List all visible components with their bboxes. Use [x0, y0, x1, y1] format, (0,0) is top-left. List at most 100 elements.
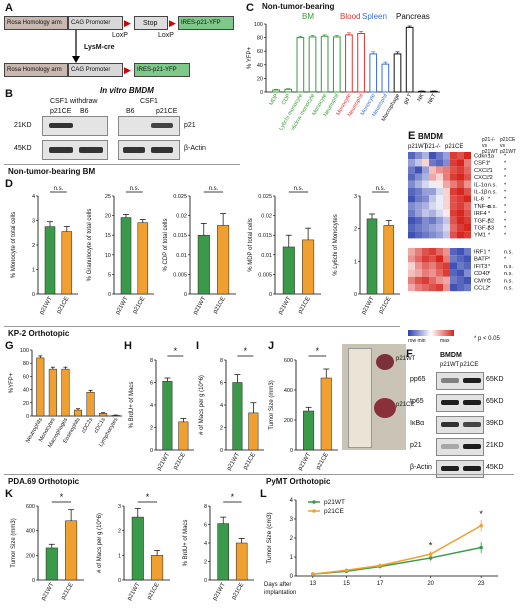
panel-l-header: PyMT Orthotopic	[266, 477, 331, 486]
x-tick-label: 13	[309, 581, 316, 587]
sig-label: *	[504, 154, 507, 160]
heat-cell	[422, 248, 429, 256]
heat-cell	[457, 152, 464, 160]
sig-label: *	[316, 346, 320, 356]
heat-cell	[450, 209, 457, 217]
y-tick-label: 60	[23, 374, 29, 380]
heat-cell	[429, 188, 436, 196]
heat-cell	[429, 202, 436, 210]
panel-k-label: K	[5, 488, 13, 500]
x-tick-label: p21CE	[297, 296, 311, 315]
heat-cell	[429, 231, 436, 239]
bar	[320, 35, 329, 93]
heat-cell	[443, 202, 450, 210]
bar	[232, 382, 243, 451]
loxp-right-label: LoxP	[158, 32, 174, 39]
sig-label: n.s.	[504, 264, 513, 270]
heat-cell	[443, 216, 450, 224]
heat-cell	[464, 152, 471, 160]
blot-actin-csf1	[118, 140, 180, 160]
cond-csf1: CSF1	[140, 98, 158, 105]
heat-cell	[464, 180, 471, 188]
photo-label-wt: p21WT	[396, 356, 416, 362]
bar	[86, 391, 95, 417]
heat-cell	[457, 166, 464, 174]
y-axis-label: % YFP+	[247, 46, 253, 69]
y-tick-label: 2	[118, 529, 121, 535]
lane-label: B6	[80, 108, 89, 115]
blot-strip	[436, 372, 484, 390]
y-tick-label: 10	[105, 253, 111, 259]
gene-label: IL-1β	[474, 190, 488, 196]
y-tick-label: 0.005	[173, 272, 187, 278]
gene-label: IL-6	[474, 197, 484, 203]
heat-cell	[415, 173, 422, 181]
heat-cell	[457, 284, 464, 292]
gene-label: CXCL2	[474, 175, 493, 181]
cond-withdraw: CSF1 withdraw	[50, 98, 98, 105]
heat-cell	[415, 188, 422, 196]
heat-cell	[457, 255, 464, 263]
heat-cell	[450, 284, 457, 292]
heat-cell	[450, 269, 457, 277]
y-tick-label: 0.01	[176, 253, 187, 259]
sig-label: *	[488, 161, 491, 167]
heat-cell	[464, 224, 471, 232]
x-tick-label: p21CE	[146, 582, 160, 601]
y-tick-label: 0.02	[261, 214, 272, 220]
heat-cell	[415, 231, 422, 239]
heat-cell	[443, 188, 450, 196]
panel-g-header: KP-2 Orthotopic	[8, 329, 70, 338]
photo-label-ce: p21CE	[396, 402, 415, 408]
sig-label: n.s.	[488, 204, 497, 210]
y-tick-label: 0.005	[258, 272, 272, 278]
rosa-arm: Rosa Homology arm	[4, 16, 68, 30]
gene-label: IL-1α	[474, 182, 488, 188]
bar	[197, 234, 210, 295]
y-tick-label: 4	[150, 403, 153, 409]
heat-col: p21-/-	[425, 144, 441, 150]
bar	[284, 88, 293, 93]
x-tick-label: NKT	[427, 92, 438, 105]
heat-cell	[422, 202, 429, 210]
cmp2-header: p21CE vs p21WT	[500, 137, 517, 155]
heat-cell	[415, 195, 422, 203]
heat-cell	[443, 152, 450, 160]
sig-label: *	[504, 161, 507, 167]
x-tick-label: p21WT	[278, 296, 293, 316]
y-tick-label: 6	[204, 523, 207, 529]
cmp1-header: p21-/- vs p21WT	[482, 137, 499, 155]
heat-cell	[436, 180, 443, 188]
heat-cell	[429, 159, 436, 167]
sig-label: *	[231, 492, 235, 502]
y-tick-label: 1	[290, 555, 294, 561]
y-axis-label: % Granulocyte of total cells	[87, 209, 93, 282]
heat-cell	[457, 231, 464, 239]
heat-cell	[422, 231, 429, 239]
lysm-cre-label: LysM-cre	[84, 44, 115, 51]
heat-cell	[422, 276, 429, 284]
data-point	[428, 552, 433, 556]
sig-label: n.s.	[54, 186, 64, 192]
x-tick-label: p21WT	[127, 582, 142, 602]
y-axis-label: % BrdU+ of Macs	[129, 382, 135, 429]
y-tick-label: 0	[118, 578, 121, 584]
sig-label: *	[504, 182, 507, 188]
heat-cell	[443, 269, 450, 277]
blot-strip	[436, 394, 484, 412]
heat-cell	[443, 224, 450, 232]
y-tick-label: 60	[257, 49, 263, 55]
heat-cell	[464, 262, 471, 270]
heat-cell	[450, 255, 457, 263]
heat-cell	[408, 248, 415, 256]
heat-cell	[429, 262, 436, 270]
y-tick-label: 4	[204, 541, 207, 547]
bar	[417, 90, 426, 93]
heat-cell	[408, 188, 415, 196]
heat-cell	[436, 188, 443, 196]
heat-cell	[450, 180, 457, 188]
blot-strip	[436, 438, 484, 456]
heat-cell	[429, 216, 436, 224]
heat-cell	[429, 180, 436, 188]
y-axis-label: % MDP of total cells	[248, 218, 254, 272]
